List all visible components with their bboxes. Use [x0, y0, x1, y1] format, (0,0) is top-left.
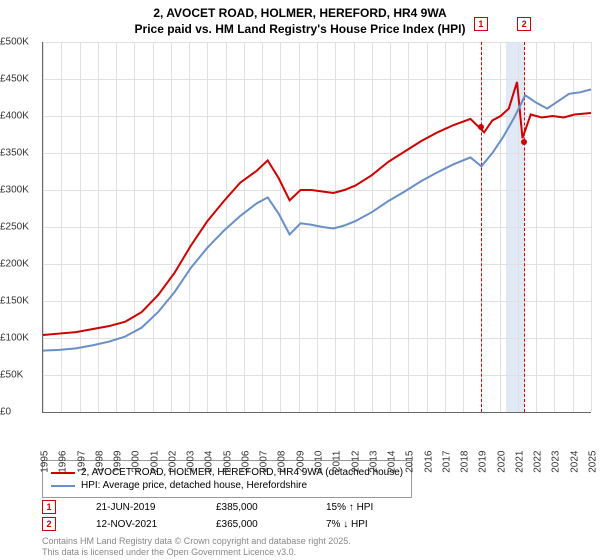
sale-delta: 7% ↓ HPI [326, 519, 368, 530]
y-tick-label: £100K [0, 333, 40, 344]
x-tick-label: 2002 [167, 451, 178, 473]
x-tick-label: 2005 [222, 451, 233, 473]
legend-label: HPI: Average price, detached house, Here… [81, 480, 307, 491]
x-tick-label: 2015 [405, 451, 416, 473]
x-tick-label: 2003 [186, 451, 197, 473]
title-line-2: Price paid vs. HM Land Registry's House … [0, 22, 600, 38]
sale-date: 12-NOV-2021 [96, 519, 176, 530]
x-tick-label: 2006 [240, 451, 251, 473]
x-tick-label: 1999 [113, 451, 124, 473]
x-tick-label: 2009 [295, 451, 306, 473]
x-tick-label: 2024 [569, 451, 580, 473]
x-tick-label: 2017 [441, 451, 452, 473]
y-tick-label: £300K [0, 185, 40, 196]
footer-line-2: This data is licensed under the Open Gov… [42, 547, 351, 558]
x-tick-label: 2001 [149, 451, 160, 473]
x-tick-label: 2011 [332, 451, 343, 473]
x-tick-label: 2014 [387, 451, 398, 473]
x-tick-label: 1997 [76, 451, 87, 473]
sale-marker-box: 1 [42, 500, 56, 514]
x-tick-label: 2025 [588, 451, 599, 473]
series-svg [43, 42, 591, 412]
x-tick-label: 2020 [496, 451, 507, 473]
x-tick-label: 1998 [94, 451, 105, 473]
x-tick-label: 1996 [58, 451, 69, 473]
x-tick-label: 2021 [514, 451, 525, 473]
x-tick-label: 2013 [368, 451, 379, 473]
x-tick-label: 2004 [204, 451, 215, 473]
x-tick-label: 2019 [478, 451, 489, 473]
y-tick-label: £0 [0, 407, 40, 418]
x-tick-label: 2023 [551, 451, 562, 473]
x-tick-label: 2008 [277, 451, 288, 473]
sale-row: 2 12-NOV-2021 £365,000 7% ↓ HPI [42, 517, 373, 531]
chart-title: 2, AVOCET ROAD, HOLMER, HEREFORD, HR4 9W… [0, 0, 600, 37]
sale-marker-box: 2 [42, 517, 56, 531]
y-tick-label: £400K [0, 111, 40, 122]
footer-line-1: Contains HM Land Registry data © Crown c… [42, 536, 351, 547]
x-tick-label: 2016 [423, 451, 434, 473]
chart-container: 2, AVOCET ROAD, HOLMER, HEREFORD, HR4 9W… [0, 0, 600, 560]
sale-price: £365,000 [216, 519, 286, 530]
x-tick-label: 2018 [460, 451, 471, 473]
y-tick-label: £350K [0, 148, 40, 159]
legend-item: HPI: Average price, detached house, Here… [51, 480, 403, 491]
sale-price: £385,000 [216, 502, 286, 513]
x-tick-label: 2010 [314, 451, 325, 473]
sale-date: 21-JUN-2019 [96, 502, 176, 513]
sale-row: 1 21-JUN-2019 £385,000 15% ↑ HPI [42, 500, 373, 514]
y-tick-label: £250K [0, 222, 40, 233]
series-property [43, 82, 591, 335]
title-line-1: 2, AVOCET ROAD, HOLMER, HEREFORD, HR4 9W… [0, 6, 600, 22]
y-tick-label: £150K [0, 296, 40, 307]
y-tick-label: £50K [0, 370, 40, 381]
y-tick-label: £450K [0, 74, 40, 85]
footer: Contains HM Land Registry data © Crown c… [42, 536, 351, 558]
marker-label-box: 2 [517, 17, 531, 31]
grid-line-v [591, 42, 592, 412]
x-tick-label: 2000 [131, 451, 142, 473]
x-tick-label: 2022 [533, 451, 544, 473]
x-tick-label: 2007 [259, 451, 270, 473]
sale-rows: 1 21-JUN-2019 £385,000 15% ↑ HPI 2 12-NOV-202… [42, 497, 373, 534]
series-hpi [43, 89, 591, 350]
y-tick-label: £200K [0, 259, 40, 270]
y-tick-label: £500K [0, 37, 40, 48]
marker-label-box: 1 [474, 17, 488, 31]
x-tick-label: 2012 [350, 451, 361, 473]
sale-delta: 15% ↑ HPI [326, 502, 373, 513]
x-tick-label: 1995 [40, 451, 51, 473]
legend-swatch [51, 485, 75, 487]
plot-area: 12 [42, 42, 591, 413]
